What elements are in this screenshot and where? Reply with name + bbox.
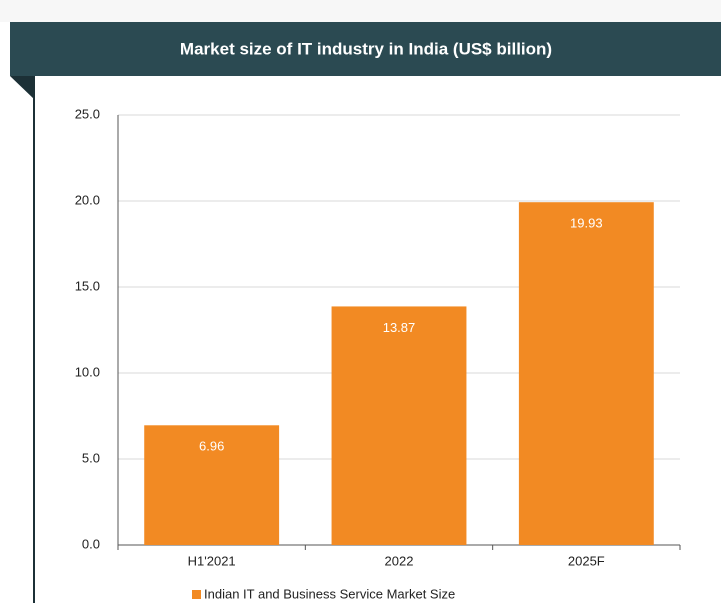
y-tick-label: 20.0: [75, 192, 100, 207]
x-tick-label: 2022: [385, 553, 414, 568]
y-tick-label: 5.0: [82, 450, 100, 465]
bar: [518, 202, 654, 546]
y-tick-label: 25.0: [75, 106, 100, 121]
top-strip: [0, 0, 721, 22]
y-tick-label: 10.0: [75, 364, 100, 379]
chart-title: Market size of IT industry in India (US$…: [180, 39, 552, 58]
bar: [144, 425, 280, 545]
y-tick-label: 0.0: [82, 536, 100, 551]
y-tick-label: 15.0: [75, 278, 100, 293]
data-label: 19.93: [570, 216, 603, 231]
banner-fold: [10, 76, 35, 100]
legend-label: Indian IT and Business Service Market Si…: [204, 586, 455, 601]
bar: [331, 306, 467, 545]
x-tick-label: 2025F: [568, 553, 605, 568]
data-label: 13.87: [383, 320, 416, 335]
data-label: 6.96: [199, 439, 224, 454]
legend-swatch: [192, 590, 201, 599]
title-banner: [10, 22, 721, 76]
x-tick-label: H1'2021: [188, 553, 236, 568]
